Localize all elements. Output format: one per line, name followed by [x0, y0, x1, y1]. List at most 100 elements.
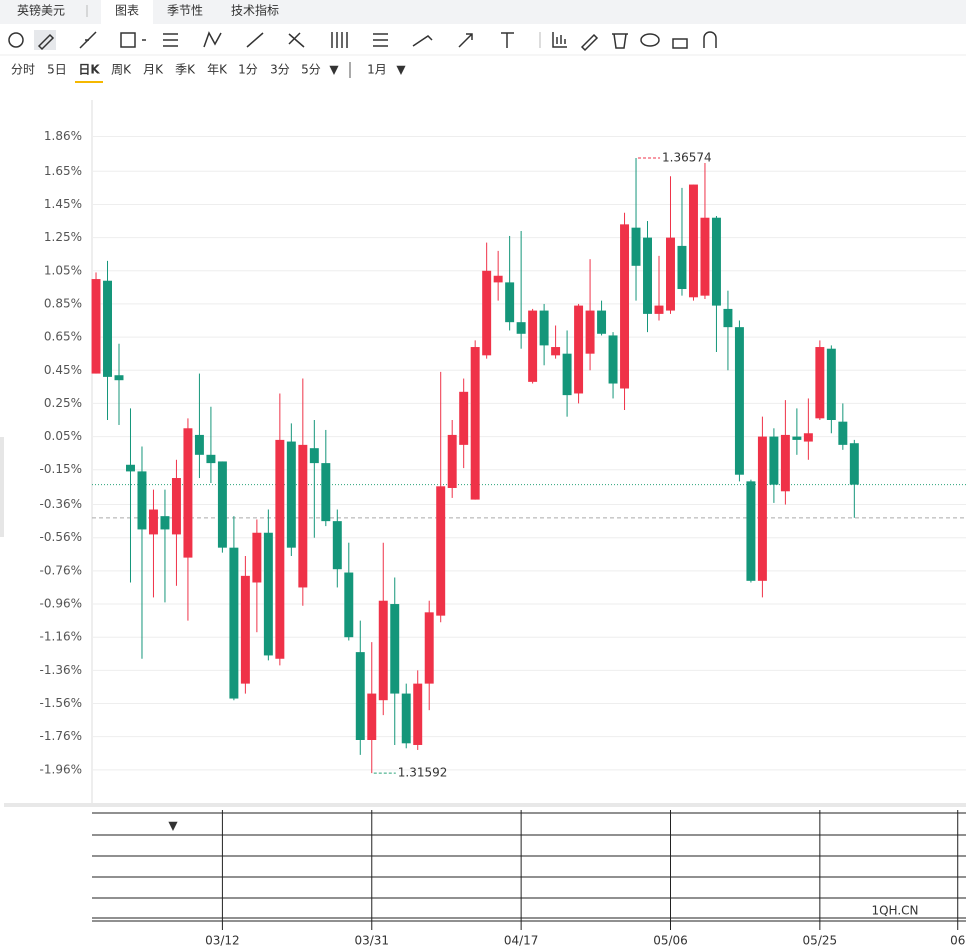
y-tick-label: -0.76%	[40, 563, 82, 577]
candle-body	[252, 532, 262, 583]
candle-body	[148, 509, 158, 535]
y-tick-label: 1.65%	[44, 164, 82, 178]
tool-icon[interactable]	[672, 38, 688, 49]
period[interactable]: 1分	[238, 63, 258, 77]
y-tick-label: 1.05%	[44, 263, 82, 277]
active-tab[interactable]	[101, 0, 153, 24]
candle-body	[585, 310, 595, 354]
dropdown-caret[interactable]: ▼	[396, 63, 406, 77]
tool-icon[interactable]	[288, 32, 305, 48]
period[interactable]: 3分	[270, 63, 290, 77]
tab[interactable]: 技术指标	[231, 3, 279, 18]
candle-body	[528, 310, 538, 382]
tool-icon[interactable]	[640, 33, 660, 47]
period[interactable]: 5日	[47, 63, 67, 77]
period[interactable]: 月K	[143, 63, 164, 77]
x-tick-label: 06	[950, 934, 965, 947]
period-underline	[75, 81, 103, 83]
period-bar: 分时 5日 日K 周K 月K 季K 年K 1分 3分 5分	[11, 63, 321, 83]
y-tick-label: -1.76%	[40, 729, 82, 743]
candle-body	[137, 471, 147, 530]
candle-body	[505, 282, 515, 323]
dropdown-caret[interactable]: ▼	[168, 819, 178, 833]
period[interactable]: 5分	[301, 63, 321, 77]
candle-body	[551, 347, 561, 356]
range[interactable]: 1月	[367, 63, 387, 77]
candle-body	[597, 310, 607, 334]
candle-body	[286, 441, 296, 548]
dropdown-caret[interactable]: ▼	[329, 63, 339, 77]
candle-body	[298, 444, 308, 588]
tool-icon[interactable]	[203, 31, 222, 48]
candle-body	[654, 305, 664, 314]
candle-body	[171, 478, 181, 535]
candle-body	[666, 237, 675, 311]
side-handle[interactable]	[0, 437, 4, 537]
candle-body	[493, 275, 503, 283]
candle-body	[769, 436, 779, 485]
candle-body	[103, 280, 112, 377]
candle-body	[608, 335, 618, 384]
tab[interactable]: 季节性	[167, 4, 203, 18]
tool-icon[interactable]	[8, 32, 24, 48]
tool-icon[interactable]	[458, 33, 473, 48]
sub-panel	[92, 812, 966, 922]
candle-body	[780, 434, 790, 492]
candle-body	[390, 604, 400, 694]
tool-icon[interactable]	[703, 31, 717, 48]
candle-body	[344, 572, 354, 638]
tool-icon[interactable]	[580, 33, 599, 52]
y-tick-label: -0.96%	[40, 597, 82, 611]
candle-body	[677, 245, 687, 290]
tool-icon[interactable]	[246, 32, 264, 48]
period[interactable]: 日K	[78, 63, 100, 77]
toolbar	[8, 30, 717, 52]
candle-body	[217, 461, 227, 548]
candle-body	[757, 436, 767, 581]
candle-body	[574, 305, 584, 394]
candle-body	[539, 310, 549, 346]
tool-icon[interactable]	[501, 32, 514, 48]
candle-body	[206, 454, 216, 464]
candle-body	[803, 433, 813, 442]
tool-icon[interactable]	[163, 33, 178, 47]
candle-body	[401, 693, 411, 744]
x-tick-label: 03/31	[354, 934, 389, 947]
tool-icon[interactable]	[373, 33, 388, 47]
watermark: 1QH.CN	[871, 904, 918, 918]
candle-body	[459, 391, 469, 445]
period[interactable]: 年K	[207, 63, 228, 77]
candle-body	[321, 463, 331, 522]
x-tick-label: 03/12	[205, 934, 240, 947]
candle-body	[240, 575, 250, 684]
candle-body	[734, 327, 744, 475]
candle-body	[482, 270, 492, 356]
panel-divider	[4, 803, 966, 807]
candle-body	[643, 237, 652, 314]
y-tick-label: -1.16%	[40, 630, 82, 644]
tool-icon[interactable]	[37, 33, 55, 51]
candle-body	[631, 227, 641, 266]
candle-body	[263, 532, 273, 656]
candle-body	[355, 652, 365, 740]
candle-body	[275, 439, 285, 659]
tool-icon[interactable]	[331, 32, 348, 48]
tool-icon[interactable]	[612, 33, 628, 49]
y-tick-label: -0.15%	[40, 462, 82, 476]
tool-icon[interactable]	[552, 32, 567, 48]
period[interactable]: 周K	[111, 63, 132, 77]
candle-body	[700, 217, 710, 296]
candle-body	[183, 428, 193, 558]
candle-body	[792, 436, 802, 440]
tool-icon[interactable]	[120, 32, 136, 48]
period[interactable]: 分时	[11, 63, 35, 77]
period[interactable]: 季K	[175, 63, 196, 77]
candle-body	[723, 308, 733, 328]
tool-icon[interactable]	[412, 35, 433, 47]
candle-body	[447, 434, 457, 488]
candle-body	[367, 693, 377, 740]
tab[interactable]: 图表	[115, 4, 139, 18]
y-tick-label: 0.65%	[44, 330, 82, 344]
